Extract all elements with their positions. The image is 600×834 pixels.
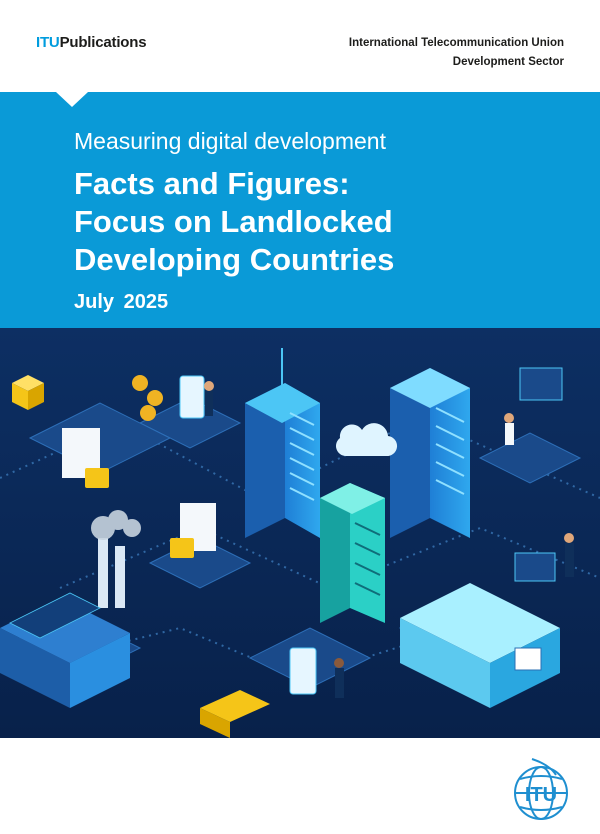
org-line-2: Development Sector bbox=[452, 56, 564, 68]
smart-city-illustration bbox=[0, 328, 600, 738]
title-banner bbox=[0, 92, 600, 328]
report-title: Facts and Figures: Focus on Landlocked D… bbox=[74, 165, 394, 279]
tower-right bbox=[390, 368, 470, 538]
tower-left bbox=[245, 348, 320, 538]
title-line-1: Facts and Figures: bbox=[74, 166, 350, 201]
itu-globe-logo-icon: ITU bbox=[514, 758, 568, 820]
report-date: July 2025 bbox=[74, 291, 169, 313]
shop-building bbox=[400, 583, 560, 708]
report-subtitle: Measuring digital development bbox=[74, 128, 386, 154]
factory bbox=[0, 510, 141, 708]
title-line-2: Focus on Landlocked bbox=[74, 204, 393, 239]
tower-center bbox=[320, 483, 385, 623]
org-line-1: International Telecommunication Union bbox=[348, 37, 564, 49]
cover-header: ITUPublications International Telecommun… bbox=[0, 0, 600, 92]
cover-footer bbox=[0, 738, 600, 834]
organization-name: International Telecommunication Union De… bbox=[349, 34, 564, 72]
brand-prefix: ITU bbox=[36, 34, 60, 51]
brand-suffix: Publications bbox=[59, 34, 147, 51]
itu-logo-text: ITU bbox=[525, 784, 557, 806]
title-line-3: Developing Countries bbox=[74, 242, 395, 277]
itu-publications-logo: ITUPublications bbox=[36, 34, 147, 51]
banner-notch bbox=[56, 92, 88, 107]
